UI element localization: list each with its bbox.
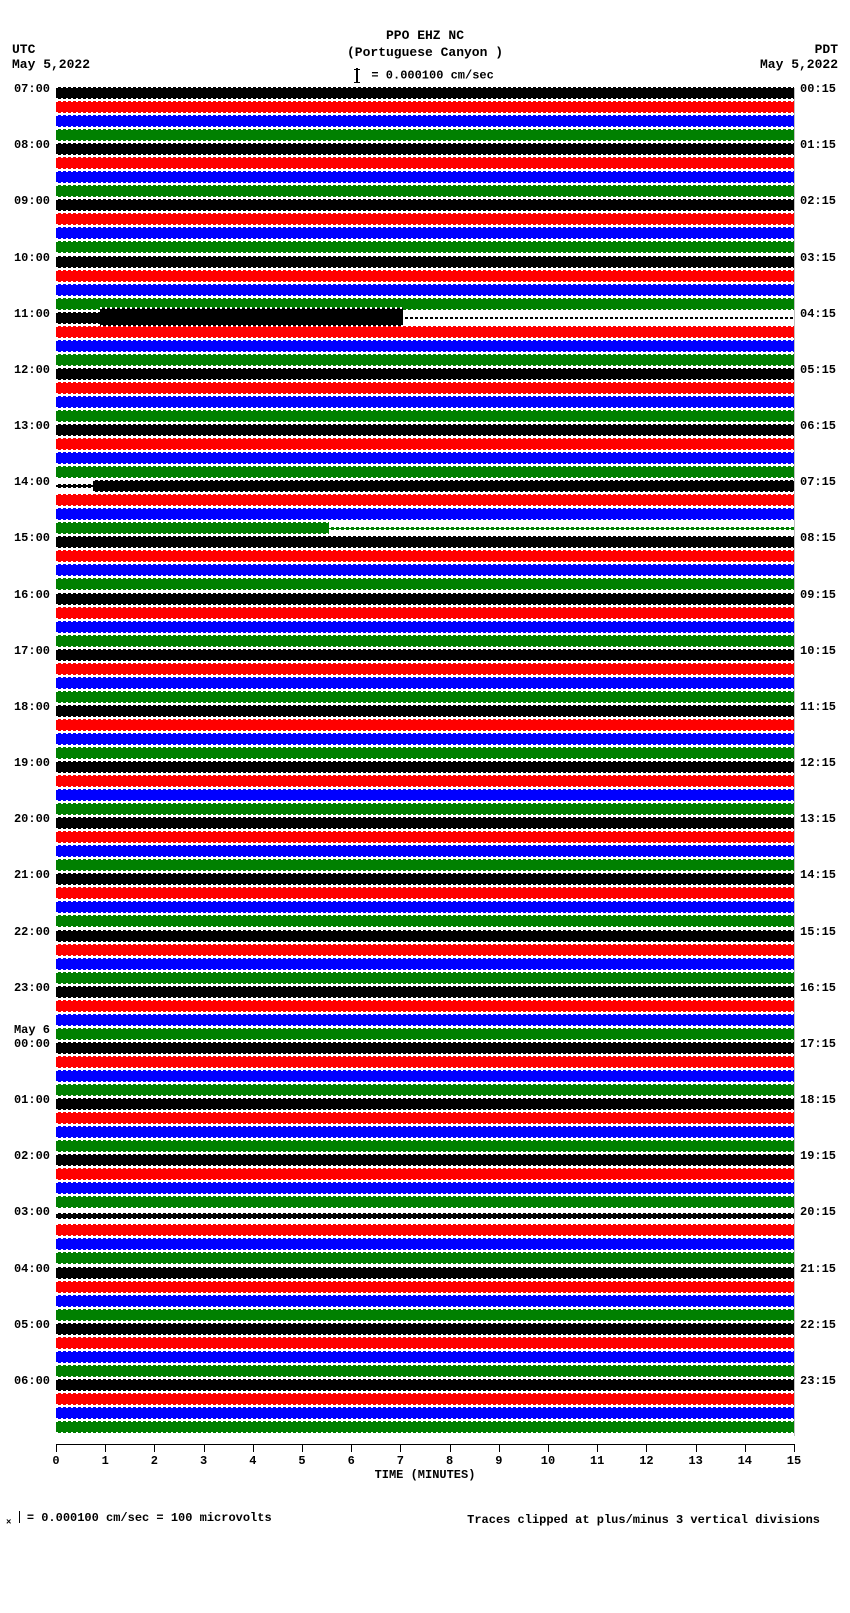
x-tick	[253, 1444, 254, 1452]
pdt-time-label: 17:15	[800, 1037, 836, 1051]
pdt-time-label: 07:15	[800, 475, 836, 489]
utc-time-label: 20:00	[2, 812, 50, 826]
x-tick	[597, 1444, 598, 1452]
x-tick	[56, 1444, 57, 1452]
utc-time-label: 02:00	[2, 1149, 50, 1163]
x-tick	[154, 1444, 155, 1452]
footer-left: × = 0.000100 cm/sec = 100 microvolts	[6, 1511, 272, 1527]
x-tick	[696, 1444, 697, 1452]
x-tick	[302, 1444, 303, 1452]
gridline	[794, 88, 795, 1436]
x-tick	[745, 1444, 746, 1452]
station-name: (Portuguese Canyon )	[0, 45, 850, 60]
x-tick	[105, 1444, 106, 1452]
x-tick-label: 3	[200, 1454, 207, 1468]
scale-text: = 0.000100 cm/sec	[371, 69, 493, 83]
x-tick-label: 15	[787, 1454, 801, 1468]
pdt-time-label: 21:15	[800, 1262, 836, 1276]
pdt-time-label: 02:15	[800, 194, 836, 208]
x-tick-label: 9	[495, 1454, 502, 1468]
scale-bar-icon	[19, 1511, 20, 1523]
x-tick	[400, 1444, 401, 1452]
utc-time-label: 23:00	[2, 981, 50, 995]
x-tick-label: 13	[688, 1454, 702, 1468]
x-tick	[351, 1444, 352, 1452]
utc-time-label: 13:00	[2, 419, 50, 433]
pdt-time-label: 13:15	[800, 812, 836, 826]
pdt-time-label: 20:15	[800, 1205, 836, 1219]
utc-time-label: 18:00	[2, 700, 50, 714]
utc-time-label: 12:00	[2, 363, 50, 377]
pdt-time-label: 03:15	[800, 251, 836, 265]
x-tick-label: 10	[541, 1454, 555, 1468]
x-tick-label: 2	[151, 1454, 158, 1468]
left-tz-label: UTC	[12, 42, 90, 57]
pdt-time-label: 09:15	[800, 588, 836, 602]
utc-time-label: 01:00	[2, 1093, 50, 1107]
pdt-time-label: 18:15	[800, 1093, 836, 1107]
pdt-time-label: 08:15	[800, 531, 836, 545]
utc-time-label: 04:00	[2, 1262, 50, 1276]
pdt-time-label: 14:15	[800, 868, 836, 882]
utc-time-label: 10:00	[2, 251, 50, 265]
x-axis-line	[56, 1444, 794, 1445]
footer-left-text: = 0.000100 cm/sec = 100 microvolts	[27, 1511, 272, 1525]
pdt-time-label: 23:15	[800, 1374, 836, 1388]
x-tick	[794, 1444, 795, 1452]
utc-time-label: 11:00	[2, 307, 50, 321]
pdt-time-label: 00:15	[800, 82, 836, 96]
utc-time-label: 07:00	[2, 82, 50, 96]
x-tick	[646, 1444, 647, 1452]
x-tick-label: 5	[298, 1454, 305, 1468]
station-code: PPO EHZ NC	[0, 28, 850, 43]
utc-time-label: 17:00	[2, 644, 50, 658]
utc-time-label: 14:00	[2, 475, 50, 489]
x-tick	[450, 1444, 451, 1452]
x-axis: 0123456789101112131415 TIME (MINUTES)	[56, 1436, 794, 1476]
pdt-time-label: 10:15	[800, 644, 836, 658]
x-tick-label: 0	[52, 1454, 59, 1468]
x-tick	[548, 1444, 549, 1452]
x-tick-label: 12	[639, 1454, 653, 1468]
utc-time-label: 06:00	[2, 1374, 50, 1388]
header: PPO EHZ NC (Portuguese Canyon )	[0, 28, 850, 60]
footer-right: Traces clipped at plus/minus 3 vertical …	[467, 1513, 820, 1527]
helicorder-plot	[56, 88, 794, 1436]
utc-time-label: 03:00	[2, 1205, 50, 1219]
x-tick-label: 14	[738, 1454, 752, 1468]
utc-time-label: 00:00	[2, 1037, 50, 1051]
x-tick-label: 1	[102, 1454, 109, 1468]
pdt-time-label: 15:15	[800, 925, 836, 939]
x-axis-title: TIME (MINUTES)	[56, 1468, 794, 1482]
amplitude-scale: = 0.000100 cm/sec	[0, 68, 850, 83]
right-tz-label: PDT	[760, 42, 838, 57]
utc-time-label: 09:00	[2, 194, 50, 208]
x-tick	[204, 1444, 205, 1452]
x-tick-label: 11	[590, 1454, 604, 1468]
scale-bar-icon	[356, 68, 358, 83]
pdt-time-label: 06:15	[800, 419, 836, 433]
utc-time-label: 16:00	[2, 588, 50, 602]
utc-time-label: 05:00	[2, 1318, 50, 1332]
pdt-time-label: 16:15	[800, 981, 836, 995]
x-tick-label: 8	[446, 1454, 453, 1468]
pdt-time-label: 19:15	[800, 1149, 836, 1163]
utc-time-label: 21:00	[2, 868, 50, 882]
pdt-time-label: 22:15	[800, 1318, 836, 1332]
utc-time-label: 19:00	[2, 756, 50, 770]
utc-time-label: 15:00	[2, 531, 50, 545]
utc-time-label: 22:00	[2, 925, 50, 939]
x-tick-label: 6	[348, 1454, 355, 1468]
x-tick-label: 7	[397, 1454, 404, 1468]
pdt-time-label: 12:15	[800, 756, 836, 770]
pdt-time-label: 05:15	[800, 363, 836, 377]
date-break-label: May 6	[2, 1023, 50, 1037]
pdt-time-label: 04:15	[800, 307, 836, 321]
pdt-time-label: 01:15	[800, 138, 836, 152]
pdt-time-label: 11:15	[800, 700, 836, 714]
x-tick	[499, 1444, 500, 1452]
x-tick-label: 4	[249, 1454, 256, 1468]
seismogram-container: PPO EHZ NC (Portuguese Canyon ) UTC May …	[0, 0, 850, 1613]
utc-time-label: 08:00	[2, 138, 50, 152]
